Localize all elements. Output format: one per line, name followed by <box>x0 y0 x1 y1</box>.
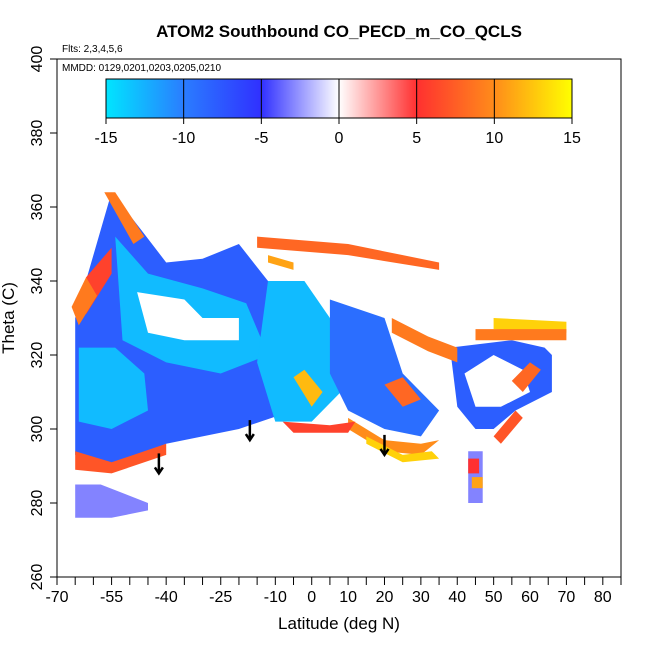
heatmap-region-3 <box>78 347 148 429</box>
colorbar-tick-label: 5 <box>412 130 421 147</box>
arrow-marker-1 <box>244 420 255 443</box>
dates-note: MMDD: 0129,0201,0203,0205,0210 <box>62 63 221 74</box>
heatmap-region-4 <box>257 281 341 422</box>
heatmap-region-12 <box>71 277 97 326</box>
colorbar-tick-label: 10 <box>485 130 503 147</box>
chart-title: ATOM2 Southbound CO_PECD_m_CO_QCLS <box>156 22 522 41</box>
heatmap-regions <box>71 192 567 518</box>
colorbar: -15 -10 -5 0 5 10 15 <box>94 78 581 147</box>
heatmap-region-25 <box>282 421 356 433</box>
x-tick-label: -40 <box>155 589 178 606</box>
x-tick-label: 70 <box>558 589 576 606</box>
heatmap-region-24 <box>293 369 323 407</box>
arrow-marker-0 <box>153 453 164 476</box>
y-tick-label: 380 <box>29 120 46 147</box>
y-tick-label: 340 <box>29 268 46 295</box>
heatmap-region-22 <box>384 377 421 407</box>
x-tick-label: 60 <box>521 589 539 606</box>
heatmap-region-2 <box>137 292 239 341</box>
heatmap-region-5 <box>329 299 440 437</box>
x-tick-label: 30 <box>412 589 430 606</box>
y-tick-label: 400 <box>29 46 46 73</box>
y-axis-label: Theta (C) <box>0 282 18 354</box>
x-tick-label: 10 <box>339 589 357 606</box>
colorbar-tick-label: 0 <box>335 130 344 147</box>
arrow-marker-2 <box>379 434 390 458</box>
heatmap-region-19 <box>511 362 541 392</box>
y-axis: 260 280 300 320 340 360 380 400 <box>29 46 57 591</box>
heatmap-region-15 <box>268 255 294 270</box>
x-tick-label: 80 <box>594 589 612 606</box>
x-tick-label: 40 <box>448 589 466 606</box>
flights-note: Flts: 2,3,4,5,6 <box>62 44 123 55</box>
heatmap-region-27 <box>471 477 483 489</box>
heatmap-region-21 <box>366 436 440 463</box>
heatmap-region-20 <box>348 417 440 455</box>
heatmap-region-14 <box>257 236 440 270</box>
x-tick-label: 20 <box>376 589 394 606</box>
y-tick-label: 300 <box>29 416 46 443</box>
heatmap-region-17 <box>493 318 567 333</box>
y-tick-label: 260 <box>29 564 46 591</box>
x-tick-label: -55 <box>100 589 123 606</box>
x-tick-label: -70 <box>45 589 68 606</box>
x-tick-label: -25 <box>209 589 232 606</box>
y-tick-label: 320 <box>29 342 46 369</box>
heatmap-region-26 <box>468 458 480 474</box>
heatmap-region-11 <box>104 192 145 244</box>
x-tick-label: 0 <box>307 589 316 606</box>
x-tick-label: 50 <box>485 589 503 606</box>
x-axis-label: Latitude (deg N) <box>278 614 400 633</box>
y-tick-label: 280 <box>29 490 46 517</box>
heatmap-region-16 <box>391 318 458 363</box>
plot-frame <box>56 58 622 578</box>
heatmap-region-23 <box>493 410 523 444</box>
heatmap-region-18 <box>475 329 567 341</box>
colorbar-tick-label: -5 <box>254 130 268 147</box>
heatmap-region-13 <box>75 443 167 474</box>
colorbar-tick-label: 15 <box>563 130 581 147</box>
colorbar-tick-label: -15 <box>94 130 117 147</box>
y-tick-label: 360 <box>29 194 46 221</box>
colorbar-tick-label: -10 <box>172 130 195 147</box>
arrows <box>153 420 390 476</box>
x-tick-label: -10 <box>264 589 287 606</box>
heatmap-region-8 <box>75 484 148 518</box>
heatmap-region-7 <box>464 355 530 407</box>
x-axis: -70 -55 -40 -25 -10 0 10 20 30 40 50 60 70 80 <box>45 577 622 606</box>
